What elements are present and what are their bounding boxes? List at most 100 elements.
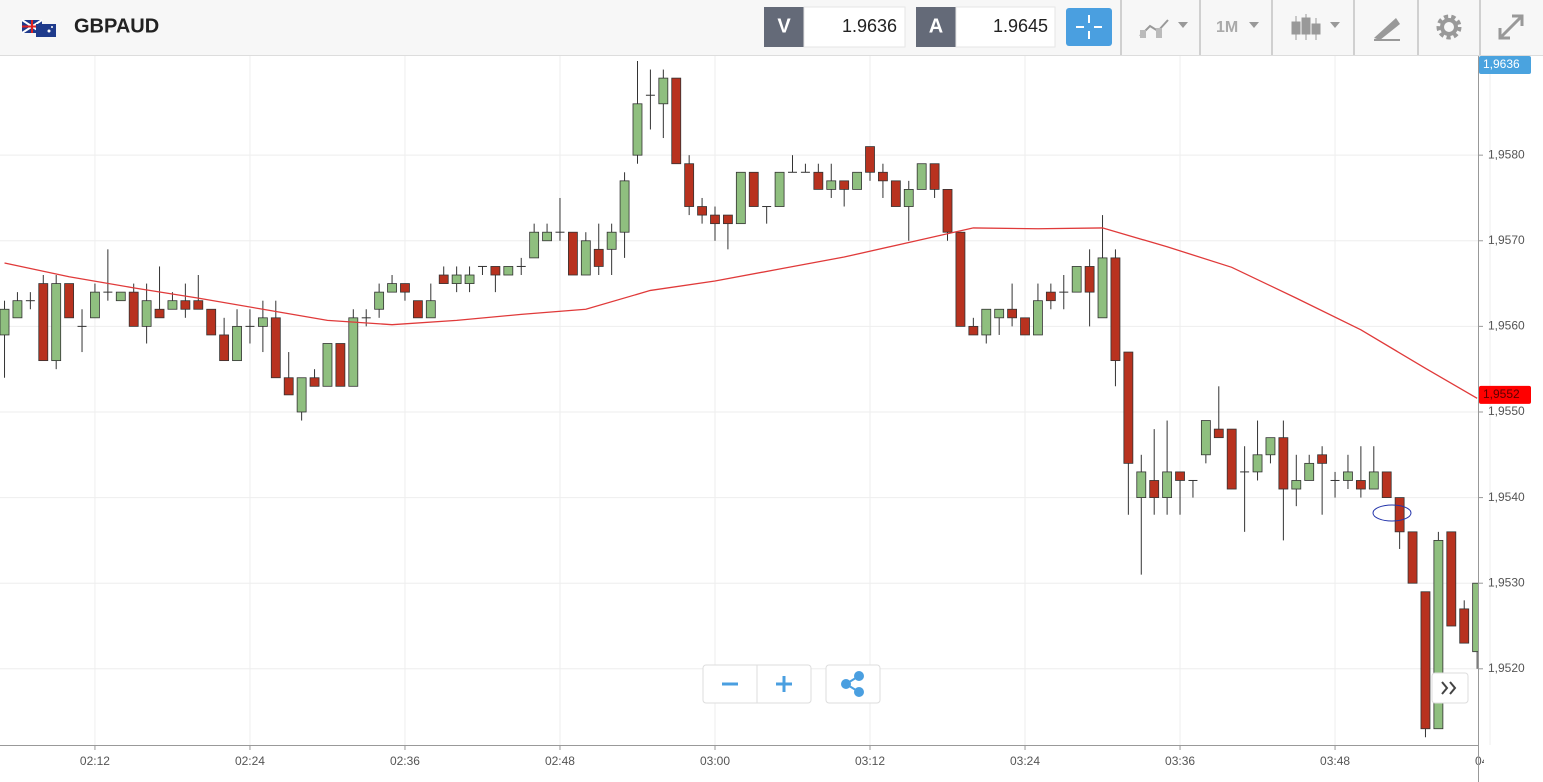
candle-body [490,266,501,276]
x-tick-label: 02:12 [80,754,110,768]
candle-body [723,214,733,225]
candle-body [438,274,449,284]
candle-body [942,189,953,233]
candle-body [826,180,837,190]
candle-body [309,377,320,387]
crosshair-button[interactable] [1066,8,1112,46]
x-tick-label: 02:24 [235,754,265,768]
candle-body [955,231,966,327]
candle-body [1291,480,1302,490]
candle-body [232,325,242,362]
candle-body [180,300,191,310]
candle-body [12,300,23,319]
candle-body [1459,608,1470,644]
interval-button[interactable]: 1M [1216,19,1259,36]
y-axis: 1,9520 1,9530 1,9540 1,9550 1,9560 1,9570 1,95… [1478,56,1531,675]
plot [0,60,1478,738]
bid-box[interactable] [803,6,906,48]
chart-type-button[interactable] [1139,19,1188,38]
candle-body [606,231,617,250]
candle-body [916,163,927,190]
candle-body [103,291,113,293]
candle-body [270,317,281,379]
x-tick-label: 03:24 [1010,754,1040,768]
candle-body [735,171,746,225]
ask-label: A [929,15,943,37]
candle-body [1240,471,1250,473]
candle-style-button[interactable] [1291,14,1340,40]
candle-body [451,274,462,284]
candle-body [1343,471,1353,481]
annotation-ellipse [1372,504,1412,522]
candle-body [994,308,1005,319]
candle-body [335,343,346,387]
candle-body [257,317,268,327]
candle-body [632,103,643,156]
y-tick-label: 1,9580 [1488,147,1525,161]
candle-body [762,206,772,208]
candle-body [748,171,759,207]
candle-body [890,180,901,207]
candle-body [1433,539,1444,730]
x-tick-label: 03:00 [700,754,730,768]
fullscreen-button[interactable] [1498,14,1524,40]
toolbar: GBPAUD V 1.9636 A 1.9645 1M [0,0,1543,56]
candle-body [839,180,850,190]
bid-price: 1.9636 [842,16,897,36]
drawing-tools-button[interactable] [1374,18,1400,41]
candle-body [1084,266,1095,293]
candle-body [1355,480,1366,490]
candle-body [1394,497,1405,533]
candle-body [412,300,423,319]
candle-body [464,274,475,284]
candle-body [1304,462,1315,481]
chevron [1449,681,1457,695]
candle-body [813,171,824,190]
ask-price: 1.9645 [993,16,1048,36]
candle-body [51,283,62,362]
candle-body [1317,454,1328,464]
candle-body [38,283,49,362]
candle-body [1020,317,1030,336]
candle-body [774,171,785,207]
candle-body [1381,471,1392,498]
candle-body [1188,479,1198,481]
candle-body [619,180,630,233]
ask-box[interactable] [955,6,1056,48]
candle-body [981,308,992,336]
candle-body [788,171,798,173]
candle-body [1420,591,1431,730]
bid-badge [764,7,804,47]
candle-body [878,171,888,182]
moving-average-line [4,227,1478,399]
candle-body [580,240,591,276]
price-marker [1479,56,1531,74]
candle-body [128,291,139,327]
separators [1120,0,1481,55]
candle-body [658,77,669,105]
candle-body [929,163,940,190]
scroll-right-button[interactable] [1431,672,1469,704]
price-marker-label: 1,9552 [1483,387,1520,401]
candle-body [1330,479,1340,481]
x-tick-label: 02:48 [545,754,575,768]
candle-body [1059,291,1069,293]
candle-body [283,377,294,396]
candle-body [555,231,565,233]
candle-body [1123,351,1134,464]
candle-body [1472,582,1478,653]
candle-body [671,77,682,165]
y-tick-label: 1,9540 [1488,490,1525,504]
settings-button[interactable] [1436,14,1462,40]
candle-body [1407,531,1418,584]
candle-body [193,300,204,310]
x-axis: 02:12 02:24 02:36 02:48 03:00 03:12 03:24 03:36… [80,745,1484,768]
candle-body [1136,471,1147,498]
candle-body [477,265,487,267]
candle-body [516,265,526,267]
share-button[interactable] [825,664,881,704]
zoom-in-button[interactable] [776,676,792,692]
candle-body [1045,291,1056,302]
candle-body [567,231,578,276]
x-tick-label: 03:12 [855,754,885,768]
